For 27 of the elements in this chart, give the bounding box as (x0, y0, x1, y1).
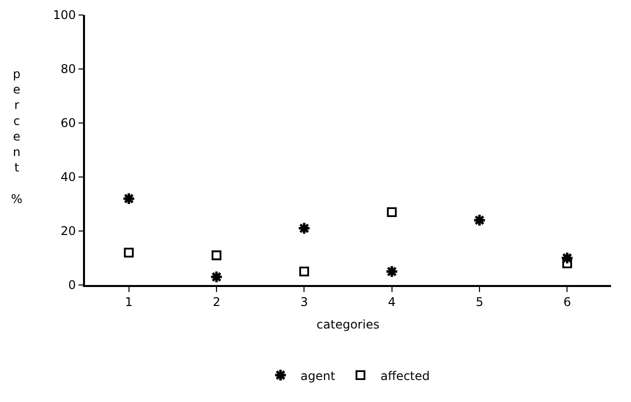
y-tick-label: 80 (60, 62, 76, 76)
point (472, 214, 486, 227)
y-tick-label: 60 (60, 116, 76, 130)
point (298, 222, 311, 235)
point (124, 248, 134, 258)
x-tick-label: 5 (476, 295, 484, 310)
x-tick-label: 1 (125, 295, 133, 310)
point (562, 258, 572, 268)
legend-label: affected (380, 368, 430, 383)
point (386, 207, 397, 217)
text: percent % (11, 67, 22, 206)
point (385, 264, 398, 278)
x-tick-label: 6 (563, 295, 571, 310)
x-tick-label: 2 (212, 295, 220, 310)
x-tick-label: 3 (300, 295, 308, 310)
point (210, 270, 224, 284)
legend-label: agent (300, 368, 336, 383)
point (212, 250, 222, 260)
x-axis-title: categories (316, 318, 380, 332)
x-tick-label: 4 (388, 295, 396, 310)
point (299, 266, 310, 276)
y-tick-label: 100 (52, 8, 76, 22)
y-tick-label: 40 (60, 170, 76, 184)
point (122, 192, 136, 206)
y-tick-label: 20 (60, 224, 76, 238)
point (560, 251, 574, 265)
y-tick-label: 0 (68, 278, 76, 292)
